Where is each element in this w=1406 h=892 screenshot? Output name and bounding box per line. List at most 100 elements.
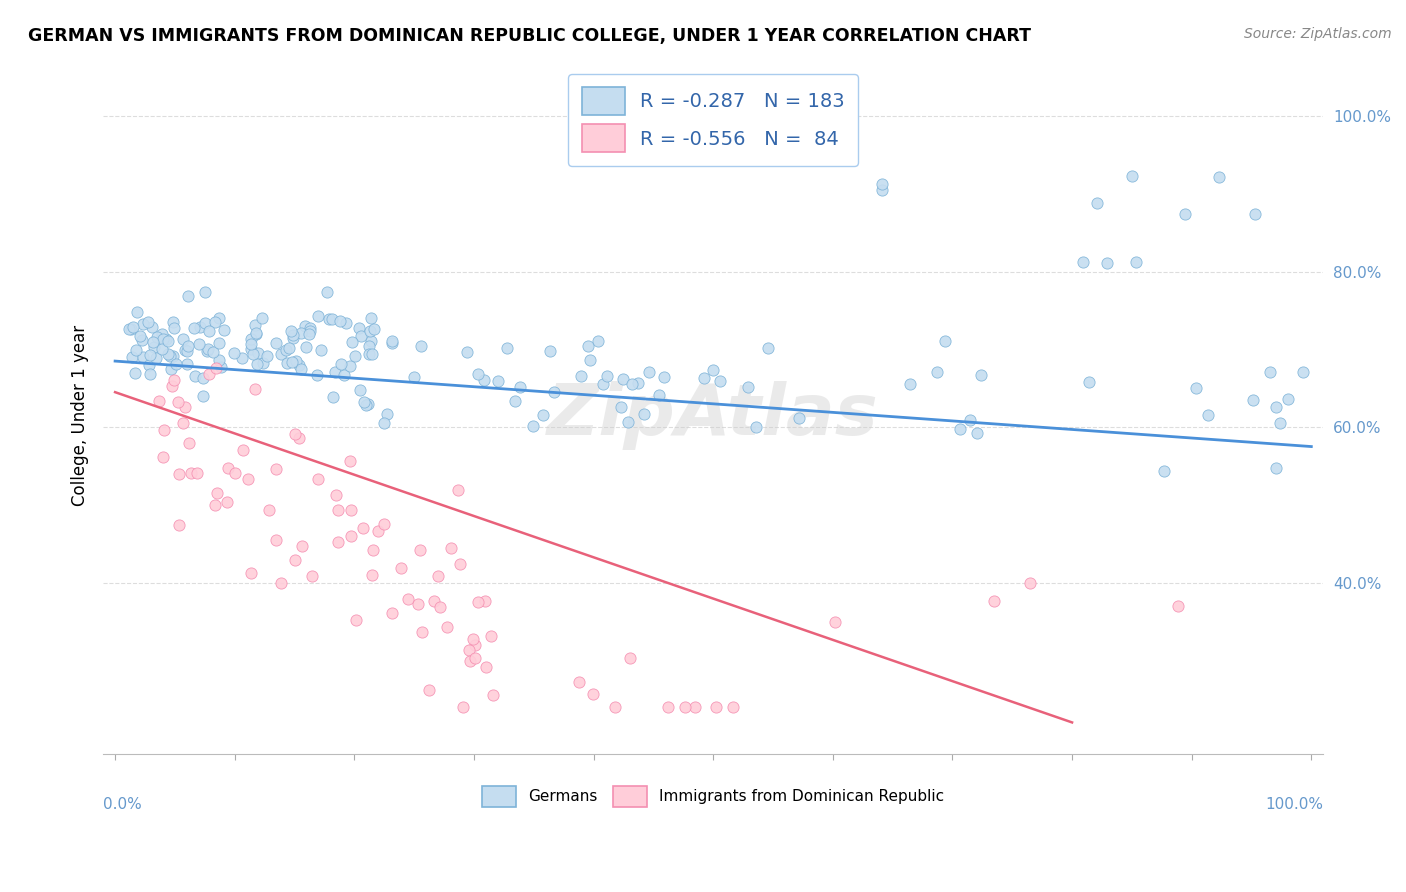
Point xyxy=(322,390,344,404)
Point xyxy=(381,334,404,348)
Point xyxy=(1019,575,1042,590)
Point xyxy=(173,343,195,357)
Point xyxy=(693,371,716,385)
Point xyxy=(183,321,205,335)
Point xyxy=(270,347,292,361)
Point xyxy=(333,368,356,382)
Point xyxy=(284,553,307,567)
Point xyxy=(588,334,610,349)
Point xyxy=(132,350,155,364)
Point xyxy=(132,317,155,331)
Point xyxy=(404,370,426,384)
Point xyxy=(141,335,163,350)
Point xyxy=(290,326,312,341)
Point xyxy=(256,349,278,363)
Point xyxy=(970,368,993,382)
Point xyxy=(162,373,184,387)
Point xyxy=(472,373,495,387)
Point xyxy=(290,362,312,376)
Point xyxy=(125,343,148,357)
Point xyxy=(568,674,591,689)
Point xyxy=(464,650,486,665)
Point xyxy=(242,347,264,361)
Point xyxy=(596,368,619,383)
Point xyxy=(709,374,731,388)
Point xyxy=(349,383,371,397)
Y-axis label: College, Under 1 year: College, Under 1 year xyxy=(72,325,89,506)
Point xyxy=(543,385,565,400)
Point xyxy=(464,638,486,652)
Point xyxy=(167,467,190,481)
Point xyxy=(966,426,988,441)
Point xyxy=(1125,255,1147,269)
Point xyxy=(1264,401,1286,415)
Text: GERMAN VS IMMIGRANTS FROM DOMINICAN REPUBLIC COLLEGE, UNDER 1 YEAR CORRELATION C: GERMAN VS IMMIGRANTS FROM DOMINICAN REPU… xyxy=(28,27,1031,45)
Point xyxy=(197,367,219,381)
Point xyxy=(136,315,159,329)
Point xyxy=(934,334,956,349)
Point xyxy=(274,343,297,358)
Point xyxy=(357,397,380,411)
Point xyxy=(335,316,357,330)
Point xyxy=(127,305,149,319)
Point xyxy=(301,568,323,582)
Point xyxy=(756,341,779,355)
Point xyxy=(359,324,381,338)
Point xyxy=(240,342,263,356)
Point xyxy=(197,342,219,356)
Point xyxy=(284,426,307,441)
Point xyxy=(1184,381,1206,395)
Point xyxy=(673,699,696,714)
Point xyxy=(240,332,263,346)
Point xyxy=(177,339,200,353)
Point xyxy=(406,597,429,611)
Point xyxy=(143,340,166,354)
Point xyxy=(309,343,332,357)
Point xyxy=(612,372,634,386)
Point xyxy=(360,334,382,349)
Point xyxy=(1167,599,1189,613)
Point xyxy=(423,593,446,607)
Point xyxy=(363,321,385,335)
Point xyxy=(373,417,395,431)
Point xyxy=(339,359,361,373)
Point xyxy=(396,592,419,607)
Point xyxy=(870,178,893,192)
Point xyxy=(295,340,318,354)
Point xyxy=(162,349,184,363)
Point xyxy=(344,349,367,363)
Point xyxy=(538,343,561,358)
Point xyxy=(1292,365,1315,379)
Point xyxy=(475,659,498,673)
Point xyxy=(496,342,519,356)
Point xyxy=(174,400,197,414)
Point xyxy=(212,323,235,337)
Point xyxy=(307,310,329,324)
Point xyxy=(172,417,194,431)
Point xyxy=(373,517,395,532)
Point xyxy=(360,346,382,360)
Point xyxy=(592,377,614,392)
Text: 100.0%: 100.0% xyxy=(1265,797,1323,813)
Point xyxy=(195,343,218,358)
Point xyxy=(194,285,217,299)
Point xyxy=(381,606,404,620)
Point xyxy=(427,568,450,582)
Point xyxy=(702,362,724,376)
Point xyxy=(983,594,1005,608)
Point xyxy=(257,503,280,517)
Point xyxy=(531,408,554,422)
Point xyxy=(160,362,183,376)
Point xyxy=(1197,408,1219,422)
Point xyxy=(247,346,270,360)
Point xyxy=(209,360,232,375)
Point xyxy=(284,353,307,368)
Point xyxy=(582,687,605,701)
Point xyxy=(657,699,679,714)
Point xyxy=(1265,461,1288,475)
Point xyxy=(188,320,211,334)
Legend: Germans, Immigrants from Dominican Republic: Germans, Immigrants from Dominican Repub… xyxy=(477,780,950,814)
Point xyxy=(155,332,177,346)
Point xyxy=(307,471,329,485)
Point xyxy=(121,350,143,364)
